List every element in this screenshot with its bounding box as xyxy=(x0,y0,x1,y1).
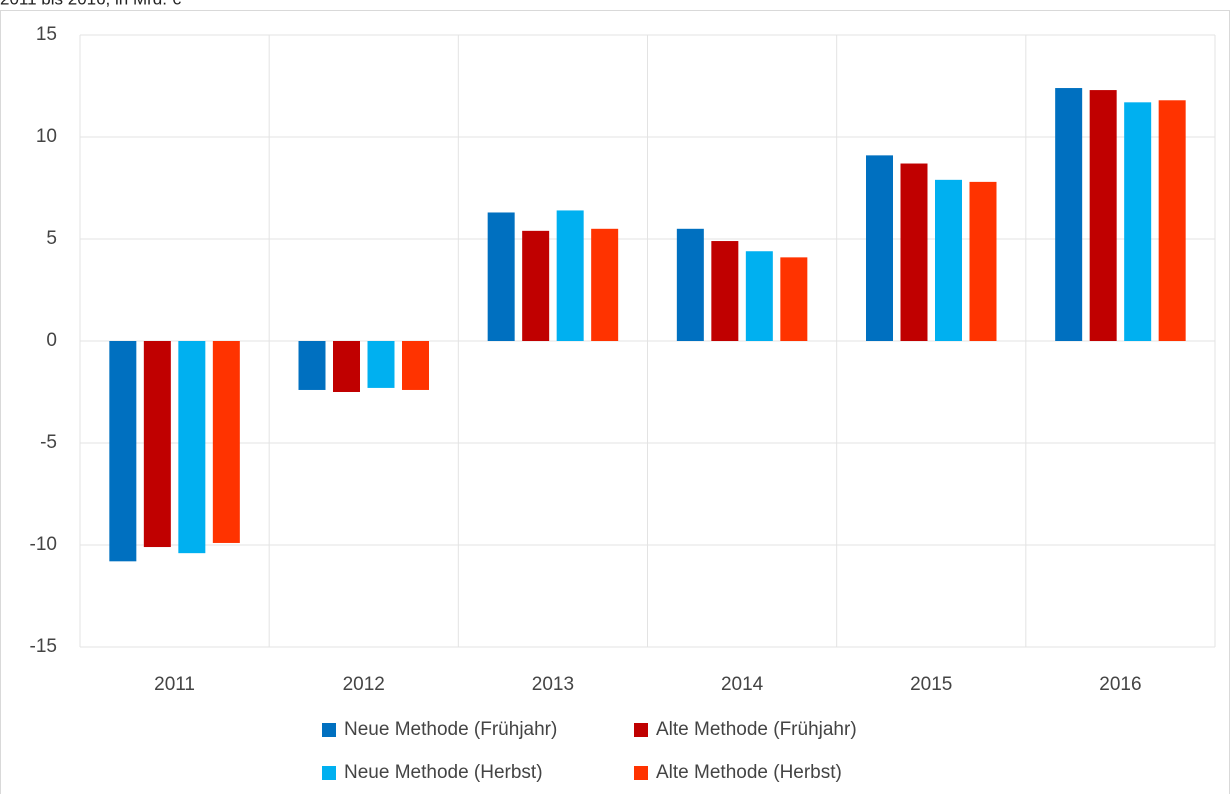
legend-label: Neue Methode (Frühjahr) xyxy=(344,719,557,740)
y-tick-label: -5 xyxy=(40,432,57,453)
bar xyxy=(298,341,326,390)
legend-swatch xyxy=(322,723,336,737)
bar xyxy=(1089,90,1117,341)
bar xyxy=(591,228,619,341)
x-tick-label: 2015 xyxy=(910,674,952,695)
bar xyxy=(402,341,429,390)
bar xyxy=(367,341,395,388)
bar xyxy=(178,341,206,554)
bar xyxy=(780,257,808,341)
legend-swatch xyxy=(634,766,648,780)
bar xyxy=(556,210,584,341)
y-tick-label: 5 xyxy=(46,228,57,249)
bar xyxy=(900,163,928,341)
x-tick-label: 2013 xyxy=(532,674,574,695)
bar xyxy=(487,212,515,341)
bar xyxy=(143,341,171,548)
bar xyxy=(1124,102,1152,341)
x-tick-label: 2011 xyxy=(154,674,195,695)
y-tick-label: 10 xyxy=(36,126,57,147)
legend-label: Neue Methode (Herbst) xyxy=(344,762,543,783)
y-tick-label: -10 xyxy=(30,534,57,555)
bar xyxy=(1158,100,1186,341)
bar xyxy=(866,155,893,341)
x-tick-label: 2016 xyxy=(1099,674,1141,695)
frame xyxy=(0,10,1230,794)
bar xyxy=(711,241,739,341)
y-tick-label: 0 xyxy=(46,330,57,351)
bar xyxy=(109,341,137,562)
bar xyxy=(522,230,550,341)
y-tick-label: 15 xyxy=(36,24,57,45)
legend-label: Alte Methode (Herbst) xyxy=(656,762,842,783)
x-tick-label: 2012 xyxy=(343,674,385,695)
bar xyxy=(745,251,773,341)
bar xyxy=(676,228,704,341)
legend-swatch xyxy=(322,766,336,780)
legend-swatch xyxy=(634,723,648,737)
y-tick-label: -15 xyxy=(30,636,57,657)
legend-label: Alte Methode (Frühjahr) xyxy=(656,719,857,740)
bar xyxy=(935,179,962,341)
bar xyxy=(1055,88,1083,341)
chart-subtitle: 2011 bis 2016, in Mrd. € xyxy=(0,0,182,8)
bar xyxy=(212,341,240,543)
x-tick-label: 2014 xyxy=(721,674,764,695)
bar xyxy=(333,341,360,392)
bar xyxy=(969,181,997,341)
